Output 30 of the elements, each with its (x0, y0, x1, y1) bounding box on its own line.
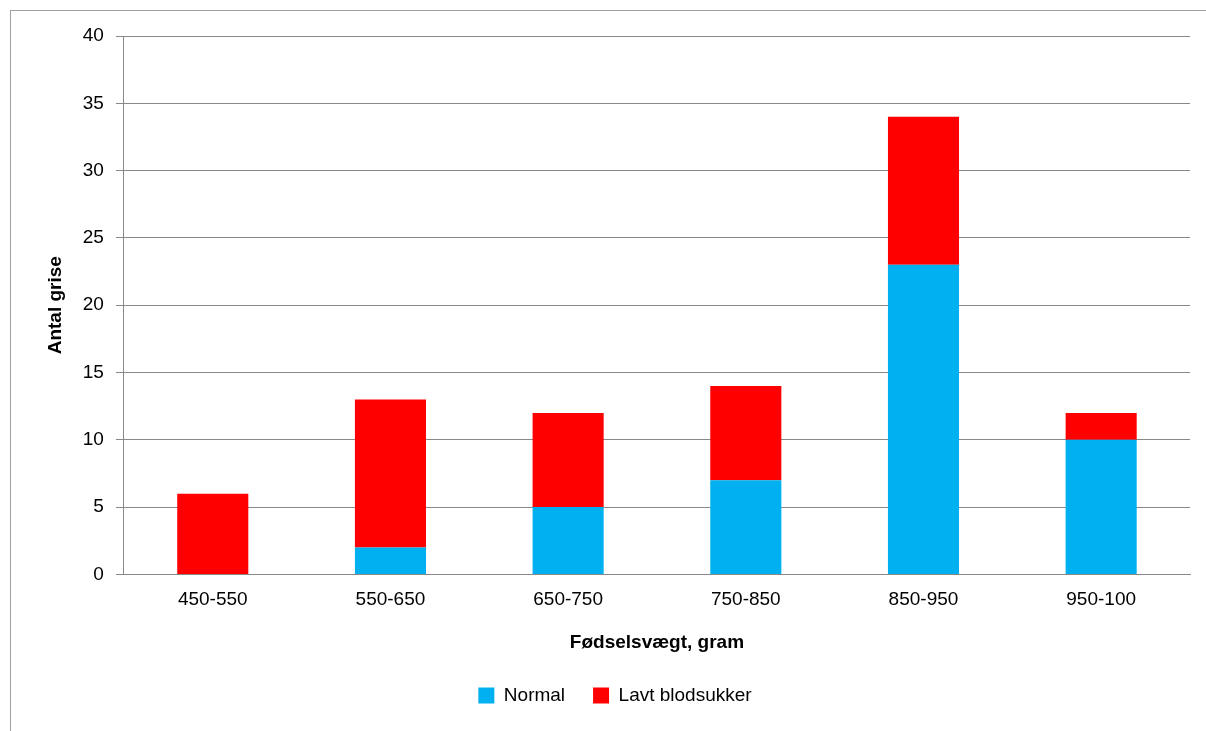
y-tick-label: 35 (82, 91, 104, 113)
x-tick-label: 750-850 (710, 588, 781, 610)
bar (354, 547, 426, 574)
y-axis-title: Antal grise (43, 256, 65, 355)
x-axis-title: Fødselsvægt, gram (569, 630, 745, 652)
bar (710, 480, 782, 574)
bar (710, 385, 782, 481)
y-tick-label: 20 (82, 293, 104, 315)
x-tick-label: 450-550 (177, 588, 248, 610)
x-tick-label: 650-750 (533, 588, 603, 610)
x-tick-label: 850-950 (888, 588, 959, 610)
bar (1065, 412, 1137, 440)
y-tick-label: 0 (93, 562, 104, 584)
bar (1065, 439, 1137, 574)
bar (532, 412, 604, 508)
y-tick-label: 40 (82, 24, 104, 46)
x-tick-label: 550-650 (355, 588, 426, 610)
bar (354, 399, 426, 548)
x-tick-label: 950-100 (1066, 588, 1137, 610)
legend-label: Normal (503, 683, 566, 705)
y-tick-label: 15 (82, 360, 104, 382)
y-tick-label: 10 (82, 428, 104, 450)
bar (532, 507, 604, 574)
bar (887, 264, 960, 574)
legend-label: Lavt blodsukker (618, 683, 753, 705)
y-tick-label: 25 (82, 226, 104, 248)
y-tick-label: 5 (93, 495, 104, 517)
y-tick-label: 30 (82, 158, 104, 180)
bar (887, 116, 960, 265)
bar (177, 493, 249, 574)
